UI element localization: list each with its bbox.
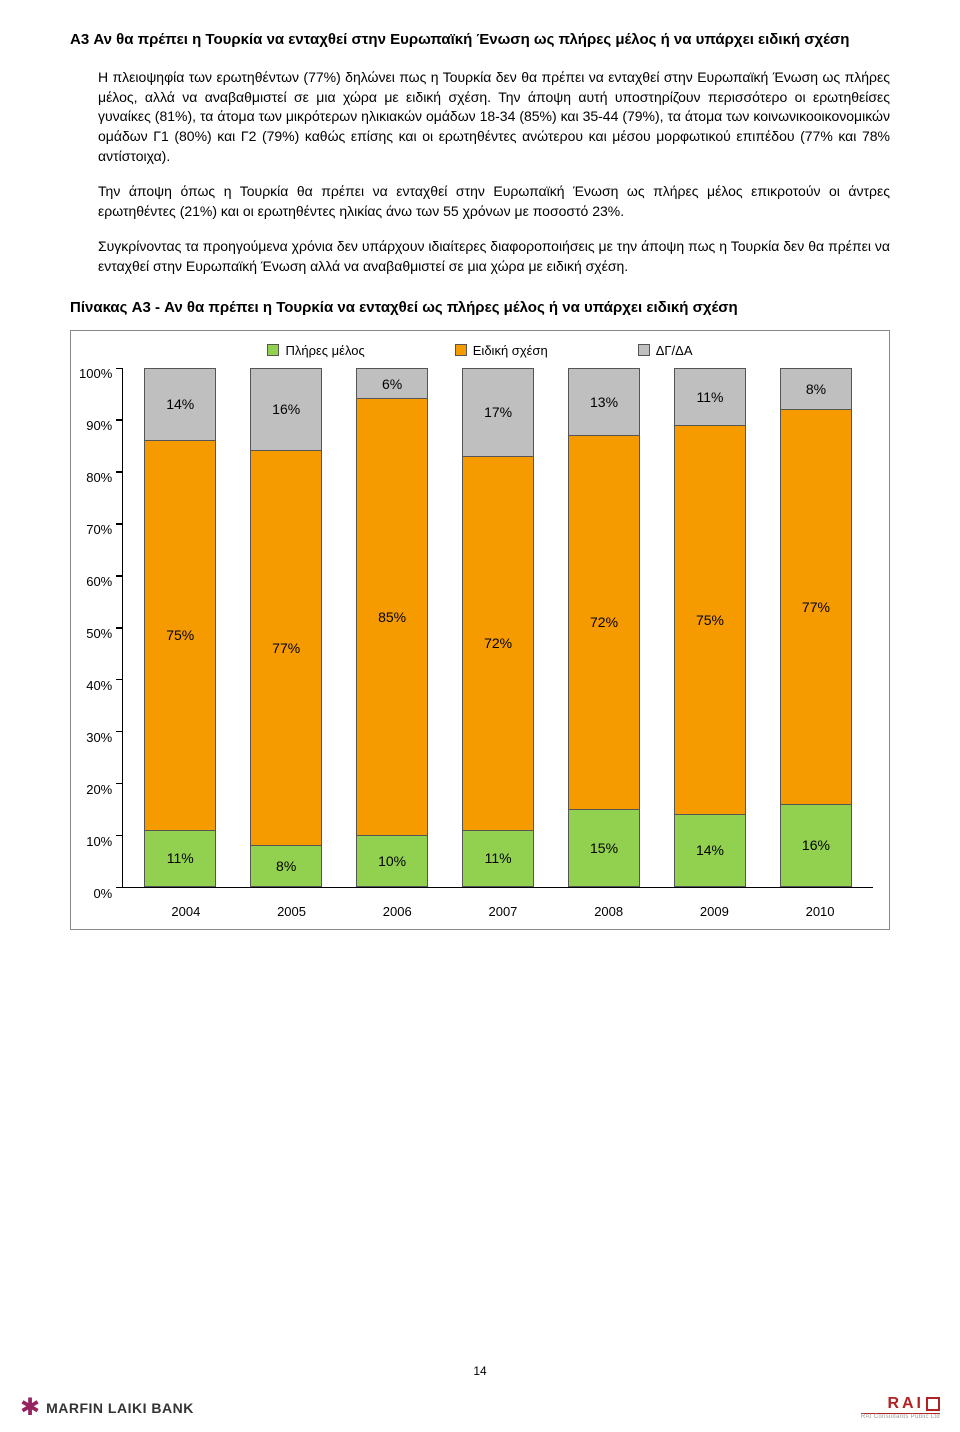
paragraph-2: Την άποψη όπως η Τουρκία θα πρέπει να εν… xyxy=(70,182,890,221)
bar-column: 14%75%11% xyxy=(144,368,216,887)
y-tick-mark xyxy=(116,887,123,889)
bar-segment-dkna: 16% xyxy=(250,368,322,450)
rai-logo: RAI RAI Consultants Public Ltd xyxy=(861,1395,940,1420)
y-tick-mark xyxy=(116,471,123,473)
bar-segment-full: 14% xyxy=(674,814,746,887)
y-tick-mark xyxy=(116,523,123,525)
section-heading: A3 Αν θα πρέπει η Τουρκία να ενταχθεί στ… xyxy=(70,30,890,50)
x-tick-label: 2008 xyxy=(573,904,645,919)
bar-segment-full: 15% xyxy=(568,809,640,887)
legend-item-special: Ειδική σχέση xyxy=(455,343,548,358)
bar-segment-special: 77% xyxy=(250,450,322,846)
bar-segment-special: 75% xyxy=(674,425,746,814)
y-tick-mark xyxy=(116,731,123,733)
bar-segment-special: 77% xyxy=(780,409,852,805)
x-tick-label: 2007 xyxy=(467,904,539,919)
x-tick-label: 2004 xyxy=(150,904,222,919)
bar-column: 11%75%14% xyxy=(674,368,746,887)
page-number: 14 xyxy=(0,1364,960,1378)
bar-segment-dkna: 14% xyxy=(144,368,216,441)
bar-column: 8%77%16% xyxy=(780,368,852,887)
y-tick-mark xyxy=(116,783,123,785)
chart-title: Πίνακας A3 - Αν θα πρέπει η Τουρκία να ε… xyxy=(70,299,890,316)
y-tick-mark xyxy=(116,679,123,681)
x-tick-label: 2009 xyxy=(678,904,750,919)
bar-segment-full: 11% xyxy=(462,830,534,887)
bar-segment-dkna: 17% xyxy=(462,368,534,456)
rai-logo-text: RAI xyxy=(861,1395,940,1414)
bar-column: 16%77%8% xyxy=(250,368,322,887)
plot-area: 14%75%11%16%77%8%6%85%10%17%72%11%13%72%… xyxy=(122,368,873,888)
bar-segment-special: 72% xyxy=(462,456,534,830)
legend-label: Ειδική σχέση xyxy=(473,343,548,358)
bar-segment-full: 16% xyxy=(780,804,852,886)
bar-segment-dkna: 8% xyxy=(780,368,852,409)
y-tick-mark xyxy=(116,627,123,629)
y-tick-mark xyxy=(116,368,123,370)
y-tick-mark xyxy=(116,835,123,837)
paragraph-3: Συγκρίνοντας τα προηγούμενα χρόνια δεν υ… xyxy=(70,237,890,276)
y-tick-mark xyxy=(116,419,123,421)
bar-column: 13%72%15% xyxy=(568,368,640,887)
paragraph-1: Η πλειοψηφία των ερωτηθέντων (77%) δηλών… xyxy=(70,68,890,166)
bar-segment-special: 85% xyxy=(356,398,428,835)
bar-column: 17%72%11% xyxy=(462,368,534,887)
y-tick-mark xyxy=(116,575,123,577)
bar-segment-special: 72% xyxy=(568,435,640,809)
legend-label: ΔΓ/ΔΑ xyxy=(656,343,693,358)
bar-segment-special: 75% xyxy=(144,440,216,829)
bar-segment-full: 8% xyxy=(250,845,322,886)
bar-segment-dkna: 13% xyxy=(568,368,640,435)
x-axis: 2004 2005 2006 2007 2008 2009 2010 xyxy=(71,896,889,929)
chart-container: Πλήρες μέλος Ειδική σχέση ΔΓ/ΔΑ 100%90%8… xyxy=(70,330,890,930)
x-tick-label: 2010 xyxy=(784,904,856,919)
bar-segment-full: 10% xyxy=(356,835,428,886)
marfin-laiki-logo: ✱ MARFIN LAIKI BANK xyxy=(20,1393,194,1422)
legend-item-dkna: ΔΓ/ΔΑ xyxy=(638,343,693,358)
bar-segment-dkna: 6% xyxy=(356,368,428,399)
chart-legend: Πλήρες μέλος Ειδική σχέση ΔΓ/ΔΑ xyxy=(71,331,889,368)
rai-logo-sub: RAI Consultants Public Ltd xyxy=(861,1414,940,1420)
chart-area: 100%90%80%70%60%50%40%30%20%10%0% 14%75%… xyxy=(71,368,889,896)
star-icon: ✱ xyxy=(20,1393,40,1422)
bar-column: 6%85%10% xyxy=(356,368,428,887)
page-footer: ✱ MARFIN LAIKI BANK RAI RAI Consultants … xyxy=(20,1393,940,1422)
legend-swatch-full xyxy=(267,344,279,356)
bar-segment-full: 11% xyxy=(144,830,216,887)
bar-segment-dkna: 11% xyxy=(674,368,746,425)
marfin-laiki-text: MARFIN LAIKI BANK xyxy=(46,1400,194,1416)
square-icon xyxy=(926,1397,940,1411)
legend-label: Πλήρες μέλος xyxy=(285,343,364,358)
x-tick-label: 2006 xyxy=(361,904,433,919)
legend-swatch-dkna xyxy=(638,344,650,356)
legend-swatch-special xyxy=(455,344,467,356)
legend-item-full: Πλήρες μέλος xyxy=(267,343,364,358)
x-tick-label: 2005 xyxy=(256,904,328,919)
